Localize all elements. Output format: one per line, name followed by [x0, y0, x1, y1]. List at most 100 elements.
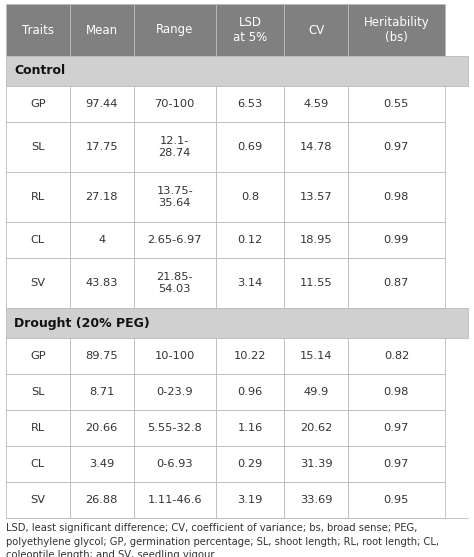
Bar	[284, 172, 348, 222]
Bar	[70, 410, 134, 446]
Bar	[216, 86, 284, 122]
Bar	[134, 338, 216, 374]
Text: 21.85-
54.03: 21.85- 54.03	[156, 272, 193, 294]
Bar	[70, 86, 134, 122]
Text: 10-100: 10-100	[155, 351, 195, 361]
Text: 5.55-32.8: 5.55-32.8	[147, 423, 202, 433]
Text: 0.82: 0.82	[384, 351, 409, 361]
Bar	[134, 482, 216, 518]
Bar	[6, 410, 70, 446]
Text: 0.12: 0.12	[237, 235, 263, 245]
Bar	[348, 446, 445, 482]
Bar	[6, 446, 70, 482]
Bar	[6, 222, 70, 258]
Text: 1.11-46.6: 1.11-46.6	[147, 495, 202, 505]
Bar	[134, 258, 216, 308]
Bar	[70, 338, 134, 374]
Text: GP: GP	[30, 99, 46, 109]
Bar	[348, 172, 445, 222]
Bar	[216, 374, 284, 410]
Bar	[216, 172, 284, 222]
Text: SV: SV	[30, 278, 46, 288]
Bar	[134, 222, 216, 258]
Bar	[6, 258, 70, 308]
Bar	[284, 86, 348, 122]
Text: 3.49: 3.49	[89, 459, 114, 469]
Text: 1.16: 1.16	[237, 423, 263, 433]
Text: 13.75-
35.64: 13.75- 35.64	[156, 186, 193, 208]
Bar	[284, 338, 348, 374]
Text: 89.75: 89.75	[85, 351, 118, 361]
Bar	[70, 374, 134, 410]
Text: Drought (20% PEG): Drought (20% PEG)	[14, 316, 150, 330]
Bar	[348, 482, 445, 518]
Bar	[216, 338, 284, 374]
Text: SV: SV	[30, 495, 46, 505]
Bar	[216, 122, 284, 172]
Bar	[134, 446, 216, 482]
Bar	[348, 410, 445, 446]
Text: Mean: Mean	[86, 23, 118, 37]
Text: 0-6.93: 0-6.93	[156, 459, 193, 469]
Bar	[134, 4, 216, 56]
Text: 0.97: 0.97	[383, 459, 409, 469]
Bar	[348, 86, 445, 122]
Text: 33.69: 33.69	[300, 495, 332, 505]
Text: Traits: Traits	[22, 23, 54, 37]
Text: SL: SL	[31, 387, 45, 397]
Text: 43.83: 43.83	[85, 278, 118, 288]
Text: 0.97: 0.97	[383, 142, 409, 152]
Bar	[6, 374, 70, 410]
Bar	[348, 374, 445, 410]
Text: 2.65-6.97: 2.65-6.97	[147, 235, 202, 245]
Text: 4.59: 4.59	[303, 99, 328, 109]
Bar	[6, 172, 70, 222]
Bar	[70, 4, 134, 56]
Text: 0.99: 0.99	[383, 235, 409, 245]
Text: 97.44: 97.44	[85, 99, 118, 109]
Bar	[348, 122, 445, 172]
Text: 0.97: 0.97	[383, 423, 409, 433]
Bar	[134, 410, 216, 446]
Bar	[348, 258, 445, 308]
Text: 20.66: 20.66	[85, 423, 118, 433]
Bar	[70, 172, 134, 222]
Bar	[216, 446, 284, 482]
Bar	[348, 338, 445, 374]
Text: 4: 4	[98, 235, 105, 245]
Bar	[70, 122, 134, 172]
Text: LSD
at 5%: LSD at 5%	[233, 16, 267, 44]
Text: CV: CV	[308, 23, 324, 37]
Bar	[284, 410, 348, 446]
Bar	[284, 258, 348, 308]
Bar	[70, 258, 134, 308]
Text: 31.39: 31.39	[300, 459, 332, 469]
Bar	[70, 482, 134, 518]
Bar	[284, 222, 348, 258]
Text: 0.29: 0.29	[237, 459, 263, 469]
Text: 26.88: 26.88	[85, 495, 118, 505]
Text: 6.53: 6.53	[237, 99, 263, 109]
Text: 0.96: 0.96	[237, 387, 263, 397]
Text: 14.78: 14.78	[300, 142, 332, 152]
Bar	[134, 122, 216, 172]
Bar	[216, 482, 284, 518]
Bar	[134, 86, 216, 122]
Text: 10.22: 10.22	[234, 351, 266, 361]
Bar	[6, 4, 70, 56]
Bar	[6, 482, 70, 518]
Text: RL: RL	[31, 192, 45, 202]
Bar	[6, 122, 70, 172]
Text: LSD, least significant difference; CV, coefficient of variance; bs, broad sense;: LSD, least significant difference; CV, c…	[6, 523, 439, 557]
Text: RL: RL	[31, 423, 45, 433]
Text: 0.95: 0.95	[383, 495, 409, 505]
Text: 3.14: 3.14	[237, 278, 263, 288]
Bar	[284, 4, 348, 56]
Text: CL: CL	[31, 459, 45, 469]
Bar	[216, 222, 284, 258]
Text: 0.98: 0.98	[383, 387, 409, 397]
Text: 13.57: 13.57	[300, 192, 332, 202]
Bar	[284, 446, 348, 482]
Text: 49.9: 49.9	[303, 387, 328, 397]
Text: 20.62: 20.62	[300, 423, 332, 433]
